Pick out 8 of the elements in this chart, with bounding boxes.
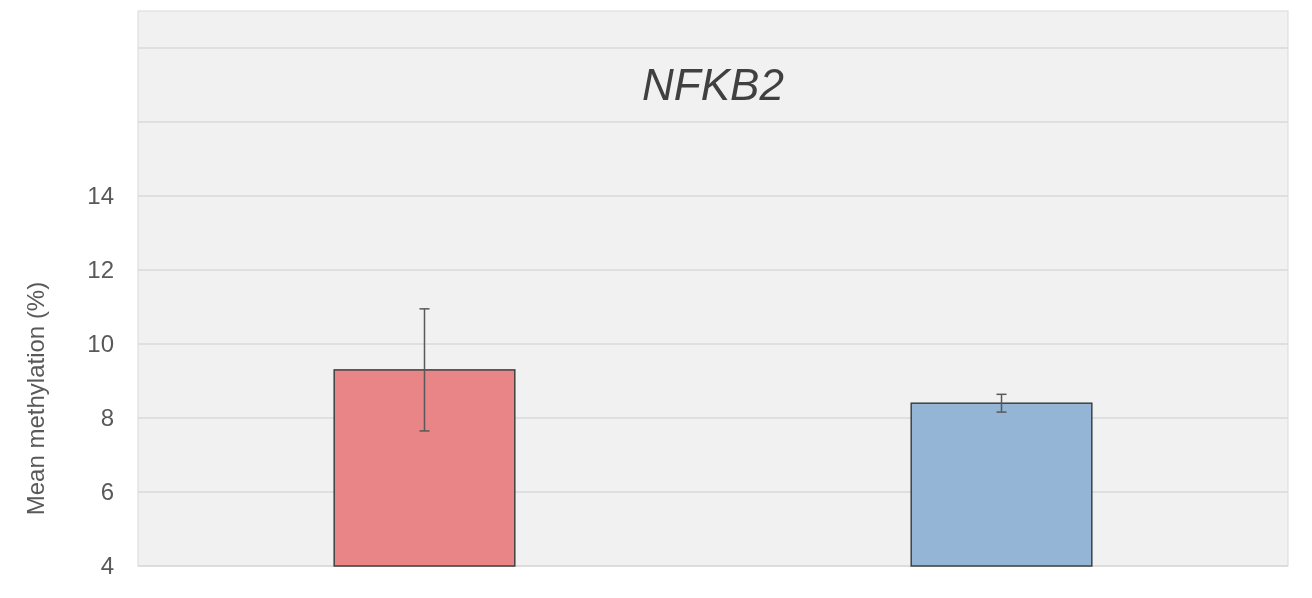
y-tick-label: 12 (87, 256, 114, 284)
y-tick-label: 4 (100, 552, 114, 580)
y-tick-label: 6 (100, 478, 114, 506)
y-axis-title: Mean methylation (%) (22, 281, 49, 516)
y-tick-label: 14 (87, 182, 114, 210)
y-tick-label: 10 (87, 330, 114, 358)
y-tick-label: 8 (100, 404, 114, 432)
text: NFKB2 (642, 60, 784, 109)
